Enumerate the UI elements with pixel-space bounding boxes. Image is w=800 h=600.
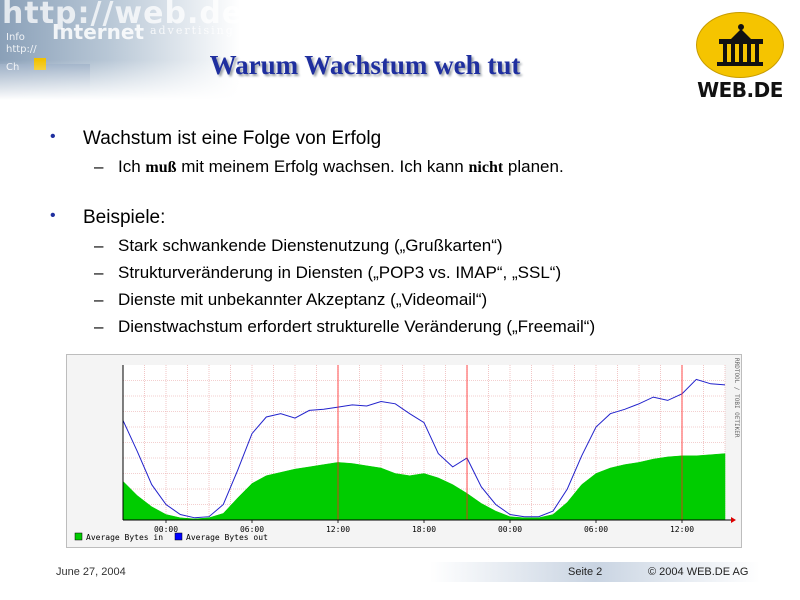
sub-item-text: Dienstwachstum erfordert strukturelle Ve… <box>118 317 596 336</box>
sub-item-text: Ich muß mit meinem Erfolg wachsen. Ich k… <box>118 157 564 176</box>
legend-swatch <box>74 532 83 541</box>
logo-oval <box>696 12 784 78</box>
brandenburg-gate-icon <box>717 24 763 66</box>
sub-item-text: Stark schwankende Dienstenutzung („Grußk… <box>118 236 503 255</box>
banner-advertising-text: advertising <box>150 24 235 37</box>
chart-side-label: RRDTOOL / TOBI OETIKER <box>733 358 740 438</box>
bullet-text: Beispiele: <box>83 207 166 228</box>
header-banner: http://web.de Internet advertising Info … <box>0 0 240 100</box>
banner-small-text-1: Info <box>6 32 25 43</box>
dash-icon: – <box>94 157 104 176</box>
footer-copyright: © 2004 WEB.DE AG <box>648 566 749 578</box>
x-tick-label: 06:00 <box>584 525 608 534</box>
x-tick-label: 12:00 <box>326 525 350 534</box>
webde-logo: WEB.DE <box>692 12 792 102</box>
sub-item-text: Strukturveränderung in Diensten („POP3 v… <box>118 263 562 282</box>
sub-item-text: Dienste mit unbekannter Akzeptanz („Vide… <box>118 290 488 309</box>
logo-text: WEB.DE <box>697 78 783 102</box>
x-tick-label: 06:00 <box>240 525 264 534</box>
banner-internet-text: Internet <box>52 20 145 44</box>
bullet-dot-icon: • <box>50 207 56 224</box>
footer-page-number: Seite 2 <box>568 566 603 578</box>
x-tick-label: 18:00 <box>412 525 436 534</box>
dash-icon: – <box>94 290 104 309</box>
footer-bar <box>430 562 760 582</box>
bullet-text: Wachstum ist eine Folge von Erfolg <box>83 128 382 149</box>
legend-swatch <box>174 532 183 541</box>
series-line-bytes-out <box>122 378 726 519</box>
x-tick-label: 00:00 <box>498 525 522 534</box>
banner-fade <box>0 60 240 100</box>
dash-icon: – <box>94 317 104 336</box>
traffic-chart: 00:00 06:00 12:00 18:00 00:00 06:00 12:00 Avera… <box>66 354 742 548</box>
banner-url-text: http://web.de <box>2 0 240 31</box>
emphasis-not: nicht <box>468 159 504 176</box>
dash-icon: – <box>94 263 104 282</box>
series-area-bytes-in <box>122 453 726 521</box>
emphasis-must: muß <box>145 159 177 176</box>
x-tick-label: 12:00 <box>670 525 694 534</box>
legend-label: Average Bytes out <box>186 533 268 542</box>
x-axis-arrow-icon <box>731 517 736 523</box>
banner-small-text-2: http:// <box>6 44 37 55</box>
traffic-chart-svg: 00:00 06:00 12:00 18:00 00:00 06:00 12:00 Avera… <box>74 365 736 542</box>
footer-date: June 27, 2004 <box>56 566 126 578</box>
dash-icon: – <box>94 236 104 255</box>
x-tick-label: 00:00 <box>154 525 178 534</box>
slide-title: Warum Wachstum weh tut <box>209 50 521 80</box>
bullet-dot-icon: • <box>50 128 56 145</box>
legend-label: Average Bytes in <box>86 533 163 542</box>
